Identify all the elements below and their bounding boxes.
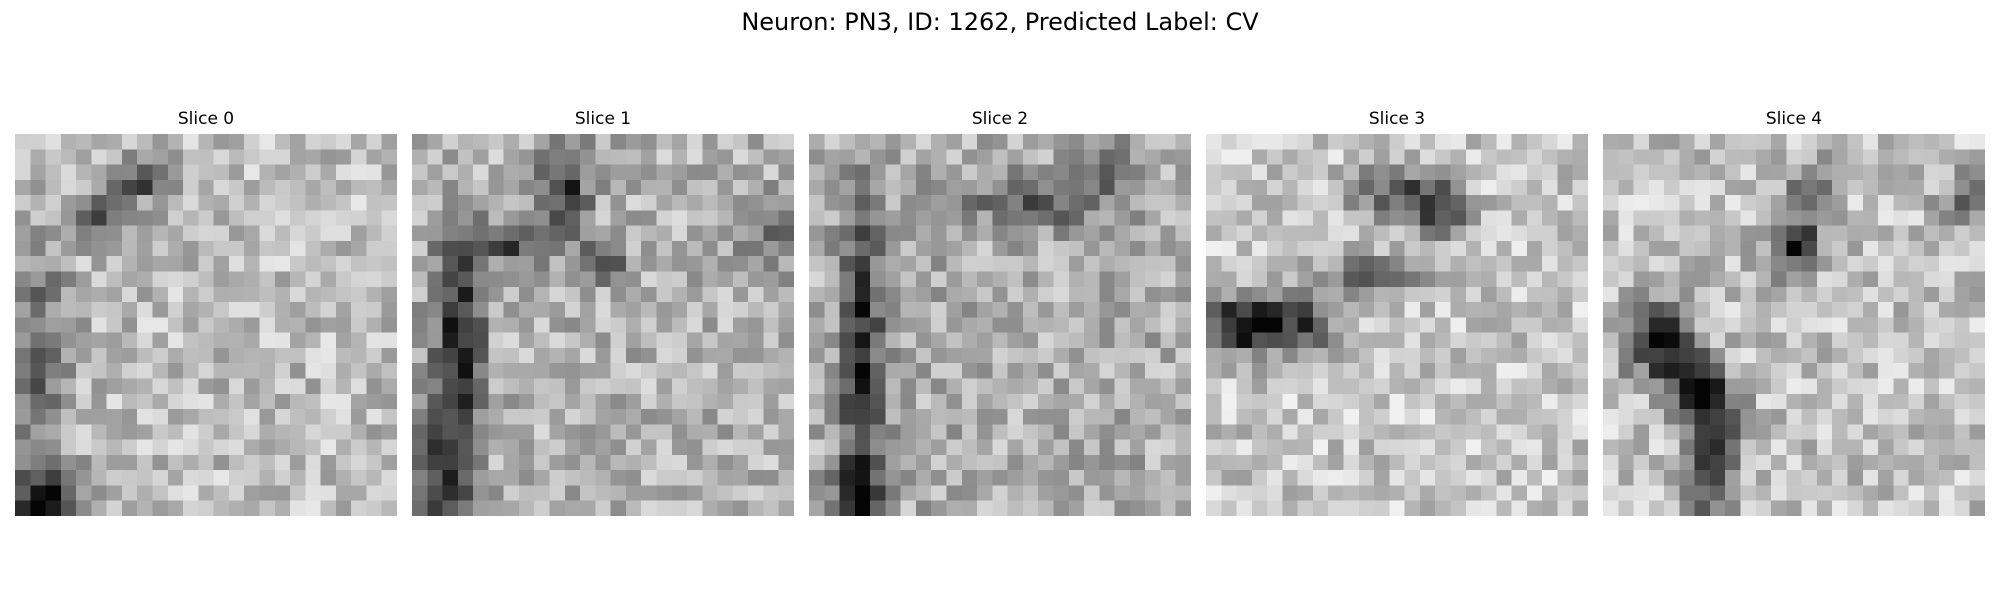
slice-title: Slice 3 — [1368, 109, 1426, 129]
slice-title: Slice 2 — [971, 109, 1029, 129]
slice-panel-3: Slice 3 — [1206, 108, 1588, 518]
slice-title: Slice 1 — [574, 109, 632, 129]
slice-image — [809, 134, 1191, 516]
slice-panel-1: Slice 1 — [412, 108, 794, 518]
slice-image — [412, 134, 794, 516]
slice-image — [1603, 134, 1985, 516]
slice-panel-4: Slice 4 — [1603, 108, 1985, 518]
slice-panel-2: Slice 2 — [809, 108, 1191, 518]
slice-panel-0: Slice 0 — [15, 108, 397, 518]
figure-title: Neuron: PN3, ID: 1262, Predicted Label: … — [741, 8, 1259, 36]
slice-title: Slice 0 — [177, 109, 235, 129]
slice-image — [15, 134, 397, 516]
slice-image — [1206, 134, 1588, 516]
slice-title: Slice 4 — [1765, 109, 1823, 129]
